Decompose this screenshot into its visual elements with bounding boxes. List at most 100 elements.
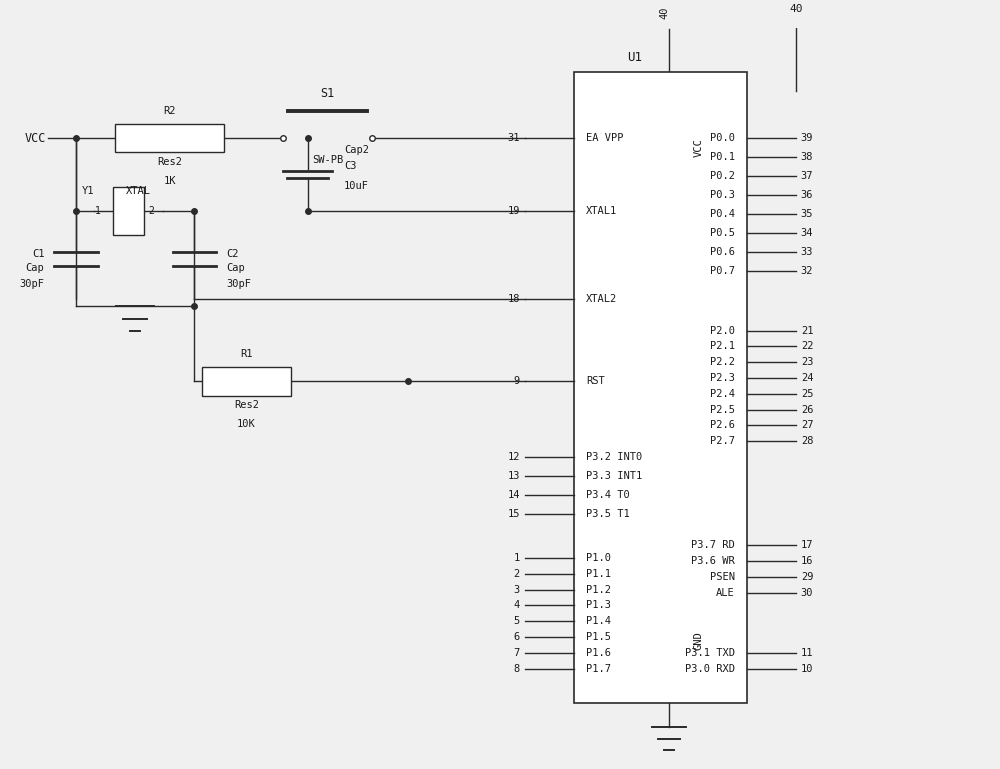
Text: Cap2: Cap2: [344, 145, 369, 155]
Text: 38: 38: [801, 152, 813, 162]
Text: P1.2: P1.2: [586, 584, 611, 594]
Text: 31: 31: [507, 133, 520, 143]
Text: P0.4: P0.4: [710, 209, 735, 219]
Text: 30pF: 30pF: [226, 279, 251, 289]
Text: 17: 17: [801, 541, 813, 551]
Text: P2.4: P2.4: [710, 389, 735, 399]
Text: S1: S1: [320, 87, 335, 100]
Text: 24: 24: [801, 373, 813, 383]
Text: 40: 40: [659, 7, 669, 19]
Text: P0.3: P0.3: [710, 190, 735, 200]
Text: 10: 10: [801, 664, 813, 674]
Text: 8: 8: [513, 664, 520, 674]
Text: P1.5: P1.5: [586, 632, 611, 642]
Text: P3.7 RD: P3.7 RD: [691, 541, 735, 551]
Text: P1.7: P1.7: [586, 664, 611, 674]
Text: P2.1: P2.1: [710, 341, 735, 351]
Text: P1.0: P1.0: [586, 553, 611, 563]
Text: P0.6: P0.6: [710, 247, 735, 257]
Text: 26: 26: [801, 404, 813, 414]
Text: 1: 1: [513, 553, 520, 563]
Text: 2: 2: [513, 569, 520, 579]
Bar: [113, 187, 144, 235]
Text: Res2: Res2: [234, 401, 259, 411]
Text: EA VPP: EA VPP: [586, 133, 623, 143]
Text: GND: GND: [693, 631, 703, 650]
Text: 13: 13: [507, 471, 520, 481]
Text: 1: 1: [95, 205, 101, 215]
Text: 35: 35: [801, 209, 813, 219]
Text: 10K: 10K: [237, 419, 256, 429]
Text: 37: 37: [801, 171, 813, 181]
Text: 22: 22: [801, 341, 813, 351]
Text: R2: R2: [163, 106, 176, 116]
Text: 9: 9: [513, 376, 520, 386]
Text: P2.2: P2.2: [710, 358, 735, 368]
Text: 4: 4: [513, 601, 520, 611]
Text: 7: 7: [513, 647, 520, 657]
Bar: [115, 124, 224, 152]
Text: P1.1: P1.1: [586, 569, 611, 579]
Text: P3.4 T0: P3.4 T0: [586, 490, 630, 500]
Text: 29: 29: [801, 572, 813, 582]
Text: 25: 25: [801, 389, 813, 399]
Text: 19: 19: [507, 205, 520, 215]
Text: VCC: VCC: [25, 131, 46, 145]
Text: ALE: ALE: [716, 588, 735, 598]
Text: P2.0: P2.0: [710, 325, 735, 335]
Text: P2.3: P2.3: [710, 373, 735, 383]
Text: 32: 32: [801, 265, 813, 275]
Text: P1.3: P1.3: [586, 601, 611, 611]
Text: XTAL2: XTAL2: [586, 294, 617, 304]
Text: P3.5 T1: P3.5 T1: [586, 509, 630, 519]
Text: 2: 2: [149, 205, 155, 215]
Text: P0.0: P0.0: [710, 133, 735, 143]
Text: 18: 18: [507, 294, 520, 304]
Text: 12: 12: [507, 452, 520, 462]
Text: P2.5: P2.5: [710, 404, 735, 414]
Text: 40: 40: [789, 5, 803, 15]
Text: P3.2 INT0: P3.2 INT0: [586, 452, 642, 462]
Text: P1.6: P1.6: [586, 647, 611, 657]
Text: P2.6: P2.6: [710, 421, 735, 431]
Text: 14: 14: [507, 490, 520, 500]
Text: 15: 15: [507, 509, 520, 519]
Bar: [202, 367, 291, 395]
Text: XTAL1: XTAL1: [586, 205, 617, 215]
Text: 11: 11: [801, 647, 813, 657]
Text: 5: 5: [513, 616, 520, 626]
Text: 16: 16: [801, 556, 813, 566]
Text: Cap: Cap: [26, 263, 44, 273]
Text: Res2: Res2: [157, 157, 182, 167]
Text: P3.3 INT1: P3.3 INT1: [586, 471, 642, 481]
Text: C3: C3: [344, 161, 357, 171]
Text: 21: 21: [801, 325, 813, 335]
Text: 6: 6: [513, 632, 520, 642]
Text: VCC: VCC: [693, 138, 703, 157]
Text: 1K: 1K: [163, 176, 176, 186]
Text: 34: 34: [801, 228, 813, 238]
Text: P0.5: P0.5: [710, 228, 735, 238]
Text: Y1: Y1: [82, 186, 94, 196]
Bar: [574, 72, 747, 704]
Text: 28: 28: [801, 436, 813, 446]
Text: 23: 23: [801, 358, 813, 368]
Text: P0.2: P0.2: [710, 171, 735, 181]
Text: 3: 3: [513, 584, 520, 594]
Text: P0.7: P0.7: [710, 265, 735, 275]
Text: PSEN: PSEN: [710, 572, 735, 582]
Text: 30: 30: [801, 588, 813, 598]
Text: P3.0 RXD: P3.0 RXD: [685, 664, 735, 674]
Text: SW-PB: SW-PB: [312, 155, 343, 165]
Text: U1: U1: [627, 51, 642, 64]
Text: C1: C1: [32, 248, 44, 258]
Text: R1: R1: [240, 349, 253, 359]
Text: 33: 33: [801, 247, 813, 257]
Text: P3.1 TXD: P3.1 TXD: [685, 647, 735, 657]
Text: P1.4: P1.4: [586, 616, 611, 626]
Text: 30pF: 30pF: [19, 279, 44, 289]
Text: C2: C2: [226, 248, 238, 258]
Text: RST: RST: [586, 376, 605, 386]
Text: 27: 27: [801, 421, 813, 431]
Text: P0.1: P0.1: [710, 152, 735, 162]
